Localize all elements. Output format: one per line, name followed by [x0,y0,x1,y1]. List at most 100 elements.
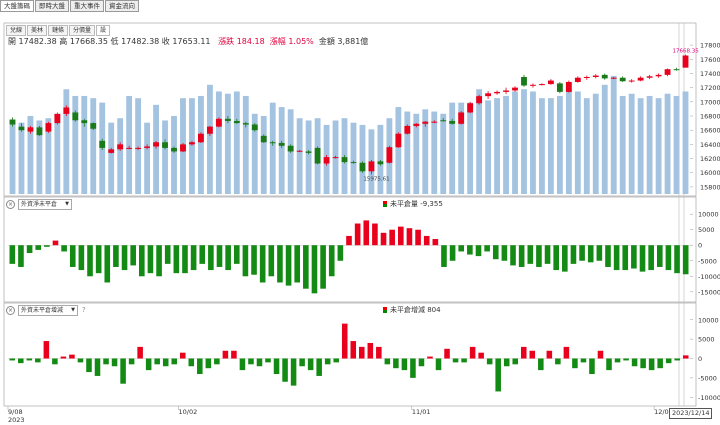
x-tick-label: 12/01 [654,408,673,416]
volume-bar [547,98,554,194]
net-bar [614,358,621,363]
net-bar [328,245,335,277]
candle-body [521,77,527,86]
x-tick-label: 11/01 [412,408,431,416]
candle-body [81,120,88,124]
net-bar [589,358,595,374]
volume-bar [485,100,492,194]
net-bar [324,358,331,365]
net-bar [120,358,126,384]
candle-body [610,77,617,79]
subtab-kline[interactable]: 兌線 [6,25,27,36]
pct-label: 漲幅 [269,37,286,46]
net-bar [518,245,525,267]
tab-fundflow[interactable]: 資金流向 [105,0,139,12]
candle-body [278,142,285,146]
panel2-indicator-select[interactable]: 外資淨未平倉 ▼ [18,199,73,210]
candle-body [206,126,213,134]
volume-bar [224,93,231,194]
net-bar [139,245,145,277]
candle-body [314,147,321,164]
panel3-indicator-select[interactable]: 外資未平倉增減 ▼ [18,305,79,316]
net-bar [682,355,689,359]
tab-realtime[interactable]: 即時大盤 [35,0,69,12]
high-label: 高 [59,37,68,46]
volume-bar [449,102,456,194]
candle-body [144,146,151,148]
volume-bar [171,116,177,194]
net-bar [299,358,305,367]
net-bar [320,245,326,289]
net-bar [674,358,680,361]
net-bar [294,245,301,283]
net-bar [478,352,484,359]
subtab-price-volume[interactable]: 分價量 [69,25,96,36]
volume-bar [296,118,303,194]
net-bar [510,245,516,266]
net-bar [380,232,387,246]
candle-body [467,103,474,113]
net-bar [44,245,50,247]
panel2-axis-tick-label: -10000 [698,273,720,281]
candle-body [117,144,124,150]
volume-bar [72,95,79,194]
volume-bar [144,122,151,194]
candle-body [476,96,483,104]
net-bar [546,350,553,359]
volume-bar [251,113,258,194]
candle-body [359,162,366,172]
net-bar [121,245,128,271]
net-bar [682,245,689,275]
volume-bar [592,93,599,194]
top-tabs: 大盤籌碼 即時大盤 重大事件 資金流向 [0,0,140,12]
panel2-axis-tick-label: -5000 [698,257,717,265]
net-bar [190,245,197,271]
net-bar [69,354,75,359]
net-bar [657,358,663,369]
volume-bar [198,95,204,194]
subtab-settings[interactable]: 設 [96,25,111,36]
price-tick-label: 16600 [700,127,720,135]
help-icon[interactable]: ? [82,306,86,314]
subtab-chain[interactable]: 鏈條 [48,25,69,36]
net-bar [182,245,188,274]
candle-body [323,157,330,164]
candle-body [251,124,258,131]
net-bar [145,358,152,371]
net-bar [354,223,361,246]
volume-bar [233,91,240,194]
candle-body [377,161,384,165]
candle-body [90,123,97,129]
close-panel3-icon[interactable]: × [6,306,15,315]
candle-body [99,140,106,148]
subtab-bollinger[interactable]: 美林 [27,25,48,36]
net-bar [538,358,544,371]
chevron-down-icon: ▼ [71,307,76,313]
volume-bar [206,84,213,194]
volume-bar [153,104,159,194]
net-bar [580,358,587,363]
net-bar [35,245,42,250]
volume-bar [673,95,680,194]
candle-body [539,84,545,86]
net-bar [162,358,169,367]
net-bar [432,239,439,246]
candle-body [449,120,456,124]
net-bar [103,358,109,365]
tab-events[interactable]: 重大事件 [70,0,104,12]
net-bar [179,352,186,359]
candle-body [413,123,420,126]
volume-bar [574,91,581,194]
net-bar [458,245,465,252]
close-panel2-icon[interactable]: × [6,200,15,209]
candle-body [682,55,689,68]
candle-body [583,77,590,78]
net-bar [520,346,527,359]
net-bar [467,245,473,255]
tab-chips[interactable]: 大盤籌碼 [0,0,34,12]
net-bar [389,229,395,246]
net-bar [656,245,663,267]
panel2-legend: 未平倉量 -9,355 [383,199,443,209]
panel2-axis-tick-label: 5000 [698,226,715,234]
